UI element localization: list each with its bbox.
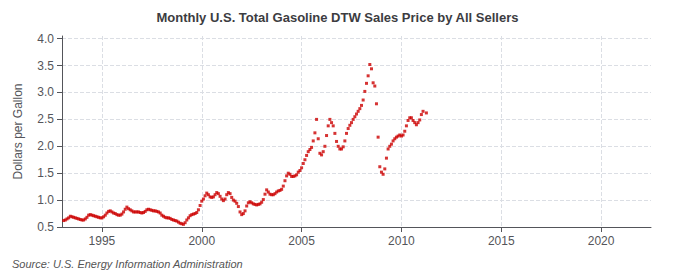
svg-text:Source: U.S. Energy Informatio: Source: U.S. Energy Information Administ… [12, 258, 243, 270]
svg-text:2000: 2000 [188, 234, 215, 248]
svg-text:3.0: 3.0 [37, 85, 54, 99]
svg-text:4.0: 4.0 [37, 32, 54, 46]
svg-text:2015: 2015 [488, 234, 515, 248]
svg-text:1995: 1995 [89, 234, 116, 248]
svg-text:2.5: 2.5 [37, 112, 54, 126]
svg-text:Monthly U.S. Total Gasoline DT: Monthly U.S. Total Gasoline DTW Sales Pr… [157, 10, 519, 25]
svg-text:2010: 2010 [388, 234, 415, 248]
svg-text:2005: 2005 [288, 234, 315, 248]
svg-text:Dollars per Gallon: Dollars per Gallon [11, 83, 25, 179]
svg-text:2.0: 2.0 [37, 139, 54, 153]
svg-text:1.0: 1.0 [37, 193, 54, 207]
svg-text:2020: 2020 [588, 234, 615, 248]
svg-text:0.5: 0.5 [37, 220, 54, 234]
svg-text:3.5: 3.5 [37, 59, 54, 73]
svg-text:1.5: 1.5 [37, 166, 54, 180]
